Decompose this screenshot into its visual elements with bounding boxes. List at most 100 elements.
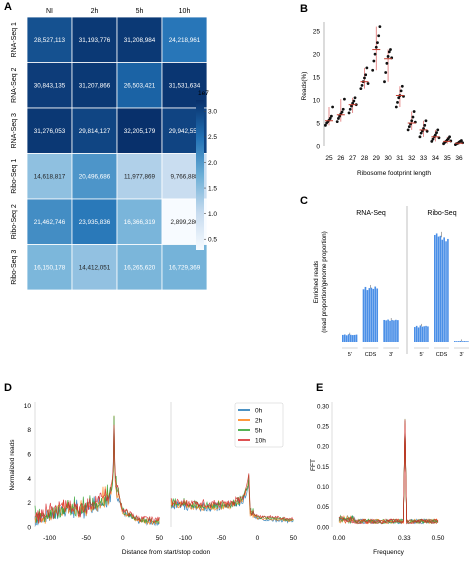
y-tick-label: 0 <box>316 143 320 150</box>
data-point <box>460 139 463 142</box>
colorbar-tick-label: 0.5 <box>208 237 217 244</box>
heatmap-cell-value: 16,150,178 <box>34 265 66 272</box>
bar <box>417 327 420 342</box>
data-point <box>328 117 332 120</box>
bar <box>439 235 442 342</box>
data-point <box>396 100 399 104</box>
bar <box>395 319 397 342</box>
data-point <box>324 123 327 127</box>
data-point <box>330 114 333 118</box>
y-axis-label-sub: (read proportion/genome proportion) <box>321 231 328 333</box>
data-point <box>360 83 364 87</box>
panel-label-a: A <box>4 1 12 13</box>
bar <box>419 325 422 342</box>
data-point <box>351 101 355 105</box>
heatmap-cell-value: 31,193,776 <box>79 37 111 44</box>
x-tick-label: 5' <box>419 352 423 358</box>
x-axis-label: Ribosome footprint length <box>357 170 431 177</box>
data-point <box>353 96 357 100</box>
bar <box>455 341 458 342</box>
data-point <box>394 105 398 109</box>
y-tick-label: 6 <box>27 451 31 458</box>
heatmap-cell-value: 28,527,113 <box>34 37 66 44</box>
bar <box>454 341 456 342</box>
fft-series-line <box>338 425 439 525</box>
data-point <box>423 123 427 127</box>
data-point <box>436 128 440 132</box>
heatmap-cell-value: 24,218,961 <box>169 37 201 44</box>
fft-series-line <box>338 424 439 525</box>
heatmap-panel-a: NI 2h 5h 10h RNA-Seq 1 28,527,113 31,193,776 31… <box>11 8 217 291</box>
bar <box>385 320 387 342</box>
heatmap-cell <box>116 16 163 63</box>
x-tick-label: -100 <box>43 535 56 542</box>
x-tick-label: 33 <box>420 155 428 162</box>
facet-title: Ribo-Seq <box>427 210 456 217</box>
heatmap-cell <box>71 62 118 109</box>
heatmap-cell-value: 26,503,421 <box>124 83 156 90</box>
heatmap-col-label: NI <box>46 8 53 15</box>
data-point <box>350 104 353 108</box>
heatmap-cell-value: 16,366,319 <box>124 219 156 226</box>
fft-series-line <box>338 420 439 525</box>
facet-title: RNA-Seq <box>356 210 386 217</box>
data-point <box>389 48 392 51</box>
series-line <box>34 424 160 524</box>
x-tick-label: 5' <box>348 352 352 358</box>
data-point <box>337 117 340 120</box>
heatmap-cell-value: 30,843,135 <box>34 83 66 90</box>
heatmap-cell <box>116 198 163 245</box>
colorbar <box>196 100 204 250</box>
bar <box>443 237 445 342</box>
bar <box>465 341 467 342</box>
bar <box>349 334 352 342</box>
data-point <box>384 71 388 74</box>
data-point <box>399 89 403 93</box>
fft-series-line <box>338 425 439 525</box>
fft-series-line <box>338 425 439 525</box>
panel-label-d: D <box>4 382 12 394</box>
bar <box>397 320 399 342</box>
x-tick-label: 29 <box>373 155 381 162</box>
legend-label: 2h <box>255 418 263 425</box>
bar <box>387 319 389 342</box>
heatmap-cell-value: 31,208,984 <box>124 37 156 44</box>
fft-series-line <box>338 418 439 525</box>
x-axis-label: Frequency <box>373 549 404 556</box>
bar-panel-c: Enriched reads (read proportion/genome pr… <box>313 206 469 358</box>
data-point <box>341 107 345 111</box>
colorbar-tick-label: 3.0 <box>208 109 217 116</box>
data-point <box>422 127 425 130</box>
colorbar-tick-label: 2.0 <box>208 160 217 167</box>
panel-label-e: E <box>316 382 323 394</box>
y-tick-label: 0.10 <box>317 484 330 491</box>
data-point <box>340 110 344 114</box>
heatmap-cell <box>71 244 118 291</box>
heatmap-cell <box>161 244 208 291</box>
data-point <box>448 135 451 139</box>
colorbar-tick-label: 1.0 <box>208 211 217 218</box>
heatmap-cell <box>71 107 118 154</box>
heatmap-row-label: RNA-Seq 3 <box>11 113 18 149</box>
data-point <box>410 119 414 123</box>
heatmap-cell-value: 21,462,746 <box>34 219 66 226</box>
bar <box>347 334 350 342</box>
fft-series-line <box>338 420 439 525</box>
y-tick-label: 10 <box>24 403 32 410</box>
data-point <box>397 96 401 100</box>
y-tick-label: 0.00 <box>317 524 330 531</box>
heatmap-cell <box>71 198 118 245</box>
bar <box>427 326 429 342</box>
bar <box>362 289 365 342</box>
data-point <box>359 87 363 90</box>
heatmap-cell-value: 29,814,127 <box>79 128 111 135</box>
heatmap-cell-value: 20,496,686 <box>79 174 111 181</box>
x-tick-label: CDS <box>365 352 377 358</box>
bar <box>414 327 416 342</box>
heatmap-col-label: 10h <box>179 8 191 15</box>
x-tick-label: 0.33 <box>398 535 411 542</box>
bar <box>372 288 375 342</box>
x-tick-label: -50 <box>217 535 227 542</box>
bar <box>389 320 391 342</box>
bar <box>421 326 424 342</box>
